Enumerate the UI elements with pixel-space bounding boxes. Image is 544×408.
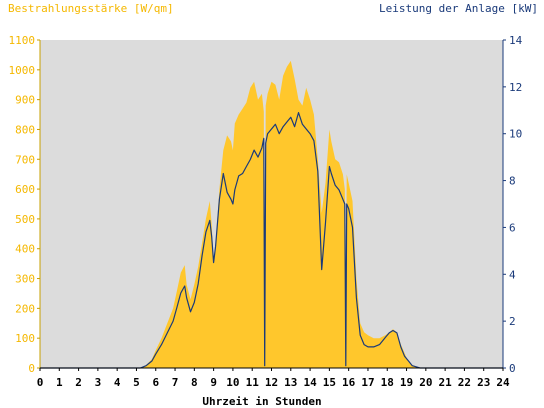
irradiance-area <box>40 60 503 369</box>
power-line <box>40 111 503 369</box>
x-tick-label: 5 <box>133 376 140 389</box>
x-tick-label: 19 <box>400 376 413 389</box>
x-tick-label: 23 <box>477 376 490 389</box>
left-tick-label: 300 <box>15 273 35 286</box>
x-tick-label: 8 <box>191 376 198 389</box>
x-tick-label: 2 <box>75 376 82 389</box>
left-tick-label: 100 <box>15 332 35 345</box>
x-tick-label: 14 <box>303 376 317 389</box>
x-tick-label: 9 <box>210 376 217 389</box>
right-axis-title: Leistung der Anlage [kW] <box>379 2 538 15</box>
x-tick-label: 24 <box>496 376 510 389</box>
left-tick-label: 0 <box>28 362 35 375</box>
x-tick-label: 0 <box>37 376 44 389</box>
left-tick-label: 800 <box>15 123 35 136</box>
x-axis-ticks: 0 1 2 3 4 5 6 7 8 9 10 11 12 13 14 15 16 17 18 19 20 21 22 23 24 <box>37 368 510 389</box>
left-tick-label: 600 <box>15 183 35 196</box>
right-axis-ticks: 0 2 4 6 8 10 12 14 <box>503 34 523 375</box>
x-tick-label: 12 <box>265 376 278 389</box>
right-tick-label: 2 <box>509 315 516 328</box>
x-axis-title: Uhrzeit in Stunden <box>202 395 321 408</box>
x-tick-label: 11 <box>246 376 260 389</box>
right-tick-label: 8 <box>509 175 516 188</box>
left-tick-label: 200 <box>15 302 35 315</box>
x-tick-label: 7 <box>172 376 179 389</box>
right-tick-label: 10 <box>509 128 522 141</box>
x-tick-label: 20 <box>419 376 432 389</box>
right-tick-label: 0 <box>509 362 516 375</box>
x-tick-label: 13 <box>284 376 297 389</box>
left-tick-label: 500 <box>15 213 35 226</box>
right-tick-label: 14 <box>509 34 523 47</box>
right-tick-label: 6 <box>509 221 516 234</box>
left-tick-label: 700 <box>15 153 35 166</box>
x-tick-label: 1 <box>56 376 63 389</box>
right-tick-label: 4 <box>509 268 516 281</box>
irradiance-area-layer <box>40 60 503 369</box>
x-tick-label: 22 <box>458 376 471 389</box>
left-tick-label: 1100 <box>9 34 36 47</box>
left-tick-label: 900 <box>15 94 35 107</box>
left-axis-ticks: 0 100 200 300 400 500 600 700 800 900 1000 1100 <box>9 34 40 375</box>
x-tick-label: 18 <box>381 376 394 389</box>
left-tick-label: 400 <box>15 243 35 256</box>
left-axis-title: Bestrahlungsstärke [W/qm] <box>8 2 174 15</box>
x-tick-label: 10 <box>226 376 239 389</box>
x-tick-label: 6 <box>152 376 159 389</box>
x-tick-label: 21 <box>439 376 453 389</box>
x-tick-label: 17 <box>361 376 374 389</box>
power-line-layer <box>40 111 503 369</box>
x-tick-label: 4 <box>114 376 121 389</box>
x-tick-label: 3 <box>95 376 102 389</box>
left-tick-label: 1000 <box>9 64 36 77</box>
x-tick-label: 16 <box>342 376 356 389</box>
right-tick-label: 12 <box>509 81 522 94</box>
x-tick-label: 15 <box>323 376 336 389</box>
